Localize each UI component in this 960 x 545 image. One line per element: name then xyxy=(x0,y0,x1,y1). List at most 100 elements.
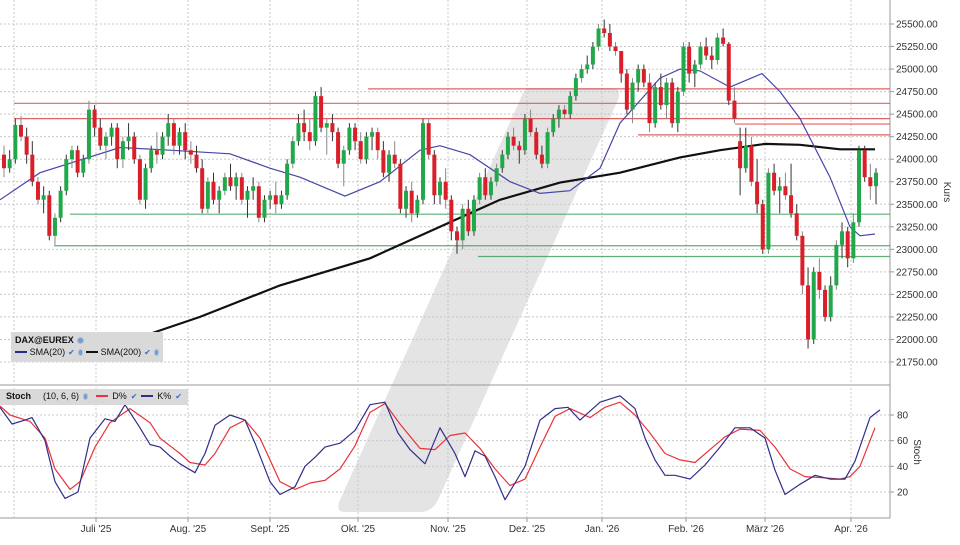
candle[interactable] xyxy=(840,222,845,259)
candle[interactable] xyxy=(851,213,856,263)
sma200-visibility-check-icon[interactable]: ✔ xyxy=(144,347,151,357)
candle[interactable] xyxy=(794,204,799,241)
candle[interactable] xyxy=(426,118,431,160)
candle[interactable] xyxy=(285,159,290,200)
candle[interactable] xyxy=(387,150,392,182)
candle[interactable] xyxy=(205,177,210,214)
candle[interactable] xyxy=(477,172,482,205)
candle[interactable] xyxy=(585,55,590,74)
candle[interactable] xyxy=(421,118,426,205)
candle[interactable] xyxy=(698,42,703,70)
candle[interactable] xyxy=(760,199,765,254)
candle[interactable] xyxy=(273,181,278,214)
candle[interactable] xyxy=(302,109,307,142)
candle[interactable] xyxy=(602,19,607,38)
sma20-settings-gear-icon[interactable] xyxy=(77,348,83,356)
candle[interactable] xyxy=(789,163,794,218)
candle[interactable] xyxy=(732,87,737,124)
candle[interactable] xyxy=(749,136,754,187)
candle[interactable] xyxy=(290,136,295,169)
candle[interactable] xyxy=(324,118,329,155)
candle[interactable] xyxy=(511,127,516,151)
candle[interactable] xyxy=(772,163,777,196)
candle[interactable] xyxy=(534,127,539,160)
candle[interactable] xyxy=(766,168,771,254)
candle[interactable] xyxy=(132,132,137,164)
candle[interactable] xyxy=(353,123,358,151)
candle[interactable] xyxy=(18,115,23,142)
candle[interactable] xyxy=(154,132,159,164)
candle[interactable] xyxy=(704,37,709,61)
candle[interactable] xyxy=(834,240,839,290)
candle[interactable] xyxy=(409,181,414,223)
candle[interactable] xyxy=(755,159,760,214)
candle[interactable] xyxy=(313,91,318,146)
candle[interactable] xyxy=(449,195,454,241)
candle[interactable] xyxy=(336,127,341,169)
candle[interactable] xyxy=(398,159,403,214)
candle[interactable] xyxy=(268,190,273,209)
candle[interactable] xyxy=(137,154,142,205)
candle[interactable] xyxy=(579,64,584,83)
candle[interactable] xyxy=(488,177,493,200)
candle[interactable] xyxy=(687,42,692,83)
candle[interactable] xyxy=(823,285,828,322)
candle[interactable] xyxy=(438,177,442,205)
candle[interactable] xyxy=(183,123,188,160)
candle[interactable] xyxy=(251,177,256,200)
candle[interactable] xyxy=(460,204,465,250)
candle[interactable] xyxy=(653,82,658,128)
candle[interactable] xyxy=(149,145,154,173)
candle[interactable] xyxy=(505,132,510,160)
sma200-settings-gear-icon[interactable] xyxy=(153,348,159,356)
candle[interactable] xyxy=(545,127,550,169)
candle[interactable] xyxy=(330,114,335,142)
candle[interactable] xyxy=(375,127,380,160)
candle[interactable] xyxy=(24,127,29,164)
candle[interactable] xyxy=(528,109,533,137)
candle[interactable] xyxy=(347,123,352,155)
candle[interactable] xyxy=(874,168,878,205)
candle[interactable] xyxy=(596,24,601,52)
candle[interactable] xyxy=(319,87,324,133)
candle[interactable] xyxy=(454,226,459,254)
candle[interactable] xyxy=(279,190,284,209)
candle[interactable] xyxy=(517,141,522,164)
candle[interactable] xyxy=(64,154,69,196)
candle[interactable] xyxy=(522,114,527,155)
candle[interactable] xyxy=(126,123,131,151)
candle[interactable] xyxy=(670,78,675,128)
candle[interactable] xyxy=(709,46,714,70)
candle[interactable] xyxy=(115,123,120,169)
candle[interactable] xyxy=(681,42,686,97)
candle[interactable] xyxy=(415,195,420,218)
candle[interactable] xyxy=(590,42,595,70)
candle[interactable] xyxy=(636,64,641,92)
candle[interactable] xyxy=(211,172,216,205)
candle[interactable] xyxy=(177,127,182,155)
candle[interactable] xyxy=(75,145,80,178)
candle[interactable] xyxy=(52,213,57,245)
candle[interactable] xyxy=(471,195,476,236)
candle[interactable] xyxy=(245,186,250,218)
candle[interactable] xyxy=(166,114,171,146)
candle[interactable] xyxy=(613,42,618,56)
candle[interactable] xyxy=(800,231,805,295)
candle[interactable] xyxy=(828,276,833,322)
settings-gear-icon[interactable] xyxy=(76,336,84,344)
candle[interactable] xyxy=(194,145,199,173)
candle[interactable] xyxy=(103,132,108,160)
candle[interactable] xyxy=(81,154,86,178)
candle[interactable] xyxy=(307,118,312,151)
candle[interactable] xyxy=(675,87,680,133)
candle[interactable] xyxy=(806,267,811,349)
candle[interactable] xyxy=(692,60,697,88)
candle[interactable] xyxy=(222,172,227,196)
candle[interactable] xyxy=(234,172,239,200)
candle[interactable] xyxy=(658,73,663,110)
candle[interactable] xyxy=(483,168,488,200)
candle[interactable] xyxy=(109,123,114,146)
d-visibility-check-icon[interactable]: ✔ xyxy=(130,391,138,401)
candle[interactable] xyxy=(568,91,573,119)
